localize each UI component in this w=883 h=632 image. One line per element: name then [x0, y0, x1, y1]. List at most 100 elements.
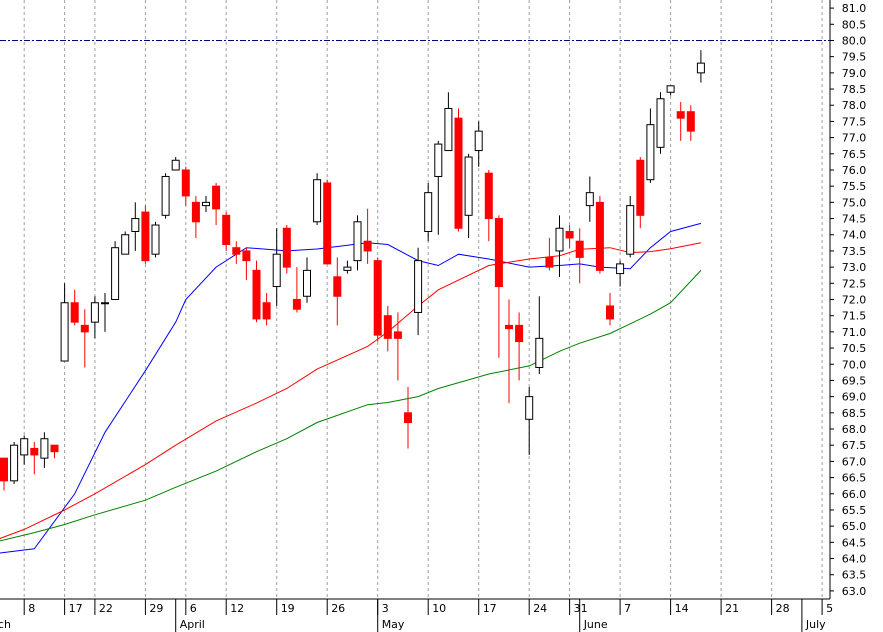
candle-body: [212, 185, 221, 210]
candle-body: [191, 201, 200, 223]
candle: [181, 166, 190, 206]
candle-body: [555, 227, 564, 252]
y-tick-label: 63.5: [842, 569, 867, 582]
candle: [616, 260, 625, 287]
candle-body: [252, 269, 261, 320]
candle: [515, 312, 524, 381]
candle: [50, 444, 59, 459]
y-tick-label: 66.5: [842, 472, 867, 485]
candle-body: [232, 247, 241, 255]
candle-body: [686, 111, 695, 132]
candle-body: [606, 305, 614, 320]
candle-body: [181, 169, 190, 197]
y-tick-label: 81.0: [842, 2, 867, 15]
candle-body: [313, 179, 322, 223]
candle: [696, 50, 705, 83]
candle: [595, 195, 604, 274]
y-tick-label: 70.5: [842, 342, 867, 355]
candle: [60, 283, 69, 362]
x-month-label: July: [805, 618, 826, 631]
x-day-label: 12: [230, 602, 244, 615]
candle-body: [171, 159, 180, 171]
candle: [151, 221, 160, 258]
candle-body: [222, 214, 231, 245]
candle-body: [636, 159, 645, 216]
candle-body: [323, 182, 332, 265]
y-tick-label: 80.5: [842, 18, 867, 31]
candle-body: [141, 211, 150, 262]
candle-body: [282, 227, 291, 268]
y-tick-label: 78.0: [842, 99, 867, 112]
candle: [363, 208, 372, 264]
candle-body: [70, 302, 79, 323]
y-tick-label: 76.0: [842, 164, 867, 177]
candle: [454, 108, 463, 232]
candle: [575, 228, 584, 284]
x-day-label: 8: [28, 602, 35, 615]
candle-body: [434, 143, 443, 177]
y-tick-label: 69.5: [842, 374, 867, 387]
candle-body: [101, 302, 109, 305]
x-day-label: 14: [675, 602, 689, 615]
y-tick-label: 65.0: [842, 520, 867, 533]
candle-body: [30, 447, 39, 456]
candle: [0, 457, 8, 491]
y-tick-label: 77.0: [842, 132, 867, 145]
x-month-label: April: [180, 618, 205, 631]
candle: [686, 105, 695, 141]
candle-body: [494, 218, 503, 288]
y-tick-label: 70.0: [842, 358, 867, 371]
candle: [10, 441, 19, 485]
candle: [222, 212, 231, 251]
candle: [545, 237, 554, 271]
candle: [212, 182, 221, 226]
candle: [353, 215, 362, 271]
y-tick-label: 63.0: [842, 585, 867, 598]
candle: [535, 296, 544, 374]
candle-body: [80, 324, 89, 333]
y-tick-label: 79.0: [842, 67, 867, 80]
candle: [656, 92, 665, 154]
y-tick-label: 72.0: [842, 294, 867, 307]
candle: [484, 169, 493, 242]
candle: [383, 305, 392, 352]
candle-body: [373, 260, 382, 336]
candle-body: [151, 224, 160, 255]
x-day-label: 17: [69, 602, 83, 615]
y-tick-label: 65.5: [842, 504, 867, 517]
candle: [292, 267, 301, 313]
x-day-label: 7: [624, 602, 631, 615]
x-axis: 8 17 22 29 6 12 19 26 3 10 17 24 31 7 14 21 28 5 ch April Ma…: [0, 599, 833, 632]
candle-body: [272, 253, 281, 288]
x-day-label: 28: [776, 602, 790, 615]
y-tick-label: 71.0: [842, 326, 867, 339]
candle: [565, 225, 574, 248]
x-day-label: 29: [149, 602, 163, 615]
candle: [494, 215, 503, 358]
candle: [636, 157, 645, 229]
candle-body: [363, 240, 372, 252]
candle-body: [262, 302, 271, 320]
y-tick-label: 75.5: [842, 180, 867, 193]
y-tick-label: 74.0: [842, 229, 867, 242]
candle-body: [676, 111, 685, 119]
x-day-label: 6: [190, 602, 197, 615]
candle: [626, 195, 635, 258]
candle: [666, 85, 675, 96]
x-day-label: 3: [382, 602, 389, 615]
candle: [70, 289, 79, 326]
candle: [111, 241, 120, 300]
candle-body: [393, 331, 402, 339]
candle: [676, 101, 685, 141]
x-day-label: 24: [533, 602, 547, 615]
candle: [525, 386, 534, 455]
candle-body: [666, 85, 675, 93]
y-tick-label: 73.0: [842, 261, 867, 274]
candle: [101, 293, 109, 332]
candle: [80, 309, 89, 368]
y-tick-label: 72.5: [842, 277, 867, 290]
candle: [30, 441, 39, 475]
y-tick-label: 75.0: [842, 196, 867, 209]
x-day-label: 10: [432, 602, 446, 615]
